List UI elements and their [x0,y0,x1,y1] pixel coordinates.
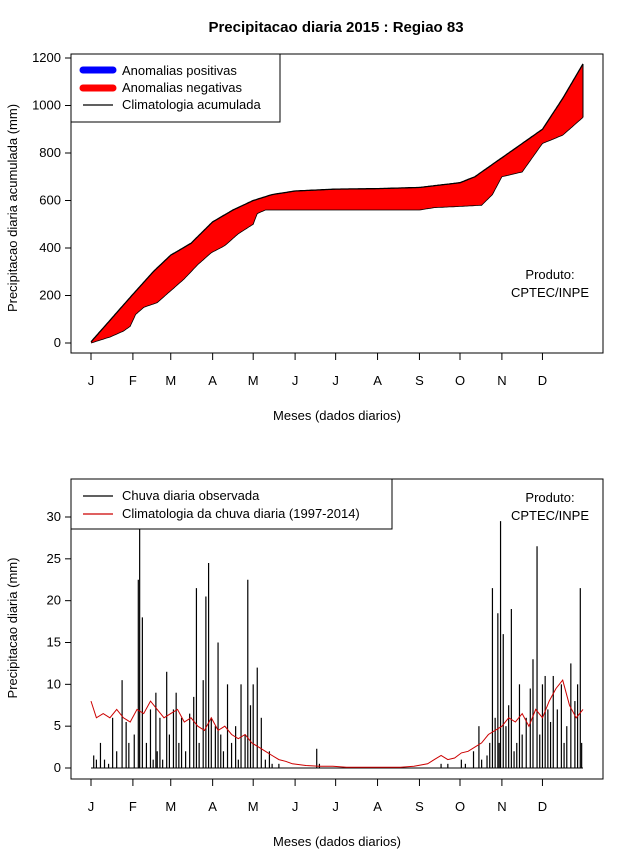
top-x-tick-label: J [292,373,299,388]
top-x-tick-label: N [497,373,506,388]
top-x-tick-label: S [415,373,424,388]
bottom-x-tick-label: M [248,799,259,814]
bottom-annotation-produto: Produto: [525,490,574,505]
top-x-tick-label: A [373,373,382,388]
bottom-y-tick-label: 15 [47,635,61,650]
legend-label-observed: Chuva diaria observada [122,488,260,503]
bottom-annotation-source: CPTEC/INPE [511,508,589,523]
observed-cumulative-line [90,117,584,344]
climatology-cumulative-line [90,63,584,343]
top-x-axis-label: Meses (dados diarios) [273,408,401,423]
bottom-y-axis: 0 5 10 15 20 25 30 [47,509,71,775]
bottom-legend: Chuva diaria observada Climatologia da c… [70,478,393,530]
top-plot-frame [70,53,604,354]
top-y-tick-label: 800 [39,145,61,160]
top-x-tick-label: D [538,373,547,388]
top-x-tick-label: A [208,373,217,388]
main-title: Precipitacao diaria 2015 : Regiao 83 [208,19,463,36]
negative-anomaly-area [91,63,583,344]
legend-label-negative: Anomalias negativas [122,80,242,95]
top-y-axis-label: Precipitacao diaria acumulada (mm) [5,104,20,312]
top-x-tick-label: F [129,373,137,388]
top-x-tick-label: J [88,373,95,388]
legend-label-positive: Anomalias positivas [122,63,237,78]
top-y-tick-label: 1200 [32,50,61,65]
top-y-tick-label: 400 [39,240,61,255]
top-y-axis: 0 200 400 600 800 1000 1200 [32,50,71,350]
top-x-tick-label: M [165,373,176,388]
cumulative-chart: 0 200 400 600 800 1000 1200 J F M A M J J A S O N D Preci… [5,50,604,423]
top-y-tick-label: 1000 [32,98,61,113]
bottom-marks [90,521,584,769]
bottom-y-tick-label: 25 [47,551,61,566]
legend-label-daily-climatology: Climatologia da chuva diaria (1997-2014) [122,506,360,521]
top-x-tick-label: J [332,373,339,388]
top-x-tick-label: M [248,373,259,388]
bottom-y-tick-label: 0 [54,760,61,775]
top-marks [90,63,584,344]
bottom-x-tick-label: O [455,799,465,814]
top-x-tick-label: O [455,373,465,388]
bottom-x-tick-label: D [538,799,547,814]
top-annotation-produto: Produto: [525,267,574,282]
bottom-x-axis-label: Meses (dados diarios) [273,834,401,849]
bottom-y-tick-label: 30 [47,509,61,524]
bottom-x-tick-label: J [332,799,339,814]
bottom-x-tick-label: F [129,799,137,814]
top-annotation-source: CPTEC/INPE [511,285,589,300]
bottom-x-tick-label: J [292,799,299,814]
daily-chart: 0 5 10 15 20 25 30 J F M A M J J A S O N D Precipitacao d… [5,478,604,849]
top-y-tick-label: 600 [39,193,61,208]
bottom-y-axis-label: Precipitacao diaria (mm) [5,558,20,699]
daily-climatology-line [90,679,584,768]
bottom-x-tick-label: S [415,799,424,814]
bottom-y-tick-label: 5 [54,718,61,733]
top-y-tick-label: 0 [54,335,61,350]
top-y-tick-label: 200 [39,288,61,303]
bottom-y-tick-label: 10 [47,676,61,691]
bottom-y-tick-label: 20 [47,593,61,608]
bottom-legend-box [70,478,393,530]
bottom-x-tick-label: J [88,799,95,814]
legend-label-climatology: Climatologia acumulada [122,97,262,112]
bottom-x-tick-label: M [165,799,176,814]
bottom-x-tick-label: A [208,799,217,814]
top-legend: Anomalias positivas Anomalias negativas … [70,53,281,123]
bottom-x-tick-label: N [497,799,506,814]
bottom-x-tick-label: A [373,799,382,814]
